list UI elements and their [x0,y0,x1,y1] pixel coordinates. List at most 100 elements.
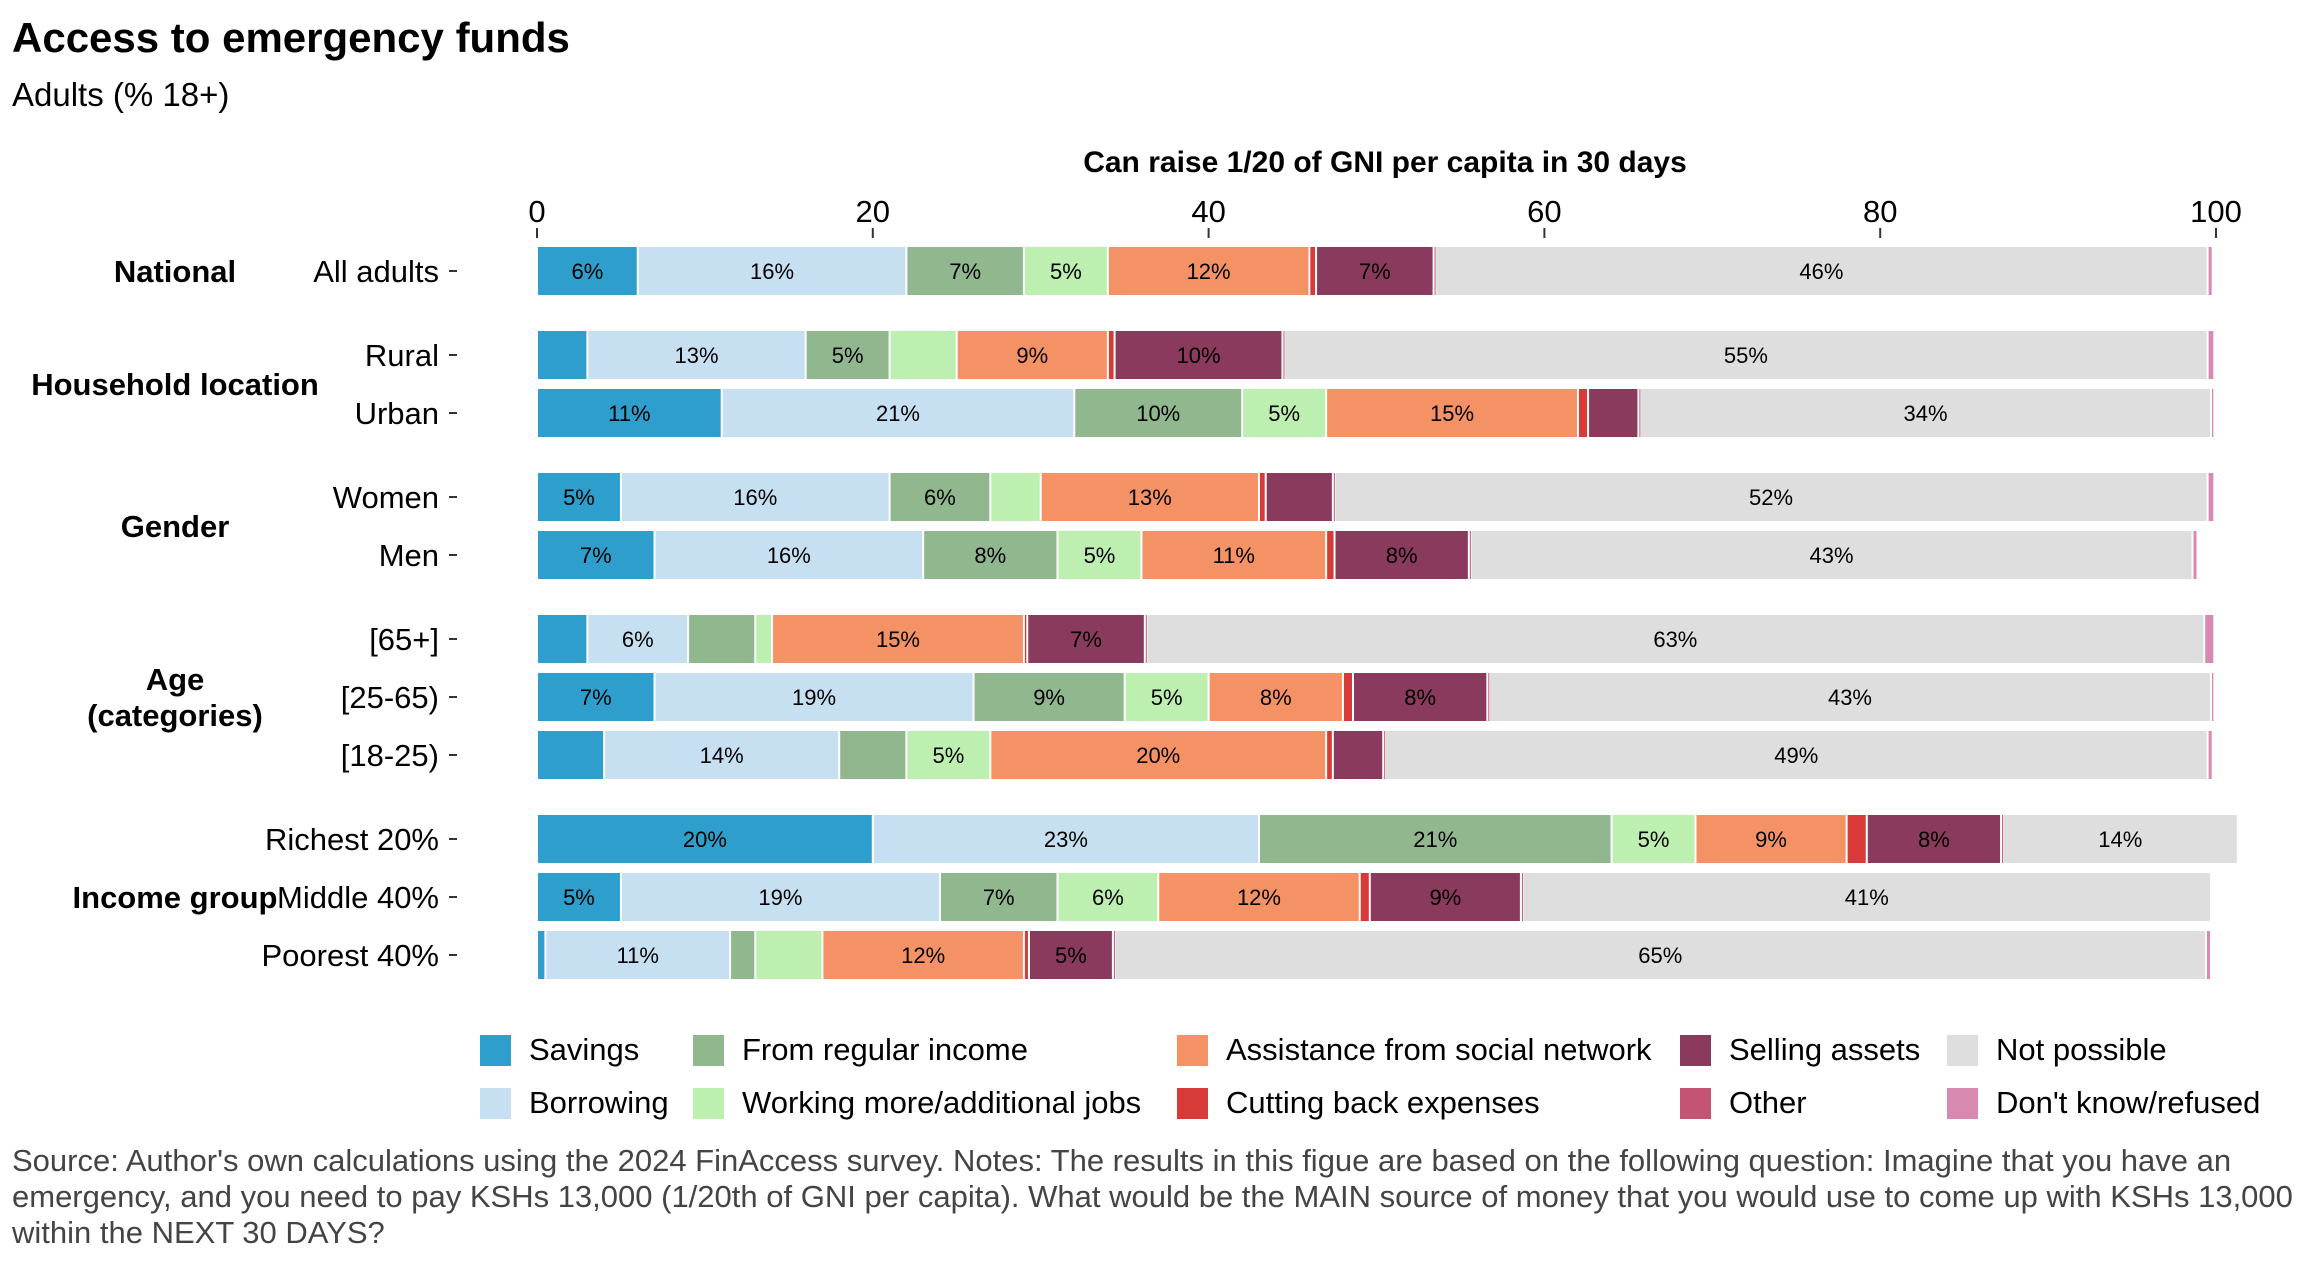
data-label: 7% [1359,259,1391,284]
bar-segment [1115,331,1282,379]
group-labels: National Household location Gender Age (cate… [31,254,319,915]
bar-segment [1327,389,1577,437]
bar-segment [806,331,889,379]
legend-label: Cutting back expenses [1226,1085,1540,1120]
legend-swatch [1947,1034,1978,1066]
data-label: 15% [1430,401,1474,426]
legend-item: From regular income [693,1030,1028,1070]
bar-segment [1384,731,1386,779]
bar-segment [655,673,973,721]
bar-segment [2211,389,2214,437]
bar-segment [840,731,906,779]
data-label: 9% [1429,885,1461,910]
data-label: 12% [1187,259,1231,284]
bar-segment [689,615,755,663]
bar-segment [1310,247,1316,295]
data-label: 7% [1070,627,1102,652]
chart-subtitle: Adults (% 18+) [12,76,230,113]
group-label: National [114,254,236,289]
data-label: 65% [1638,943,1682,968]
legend: Savings Borrowing From regular income Worki… [480,1030,2280,1130]
bar-segment [1641,389,2210,437]
bar-segment [2206,931,2210,979]
data-label: 5% [832,343,864,368]
data-label: 43% [1828,685,1872,710]
data-label: 7% [580,685,612,710]
data-label: 10% [1136,401,1180,426]
legend-item: Assistance from social network [1177,1030,1652,1070]
bar-segment [756,931,822,979]
x-axis: 0 20 40 60 80 100 [528,194,2242,238]
legend-label: Borrowing [529,1085,669,1120]
bar-segment [1333,731,1383,779]
bar-segment [924,531,1057,579]
bar-segment [890,331,956,379]
group-label: Gender [121,509,230,544]
data-label: 5% [1055,943,1087,968]
bar-segment [823,931,1023,979]
bar-segment [1847,815,1866,863]
x-tick-label: 20 [856,194,890,229]
legend-label: Not possible [1996,1032,2167,1067]
bar-segment [588,615,688,663]
data-label: 43% [1809,543,1853,568]
bar-segment [1024,615,1027,663]
category-label: All adults [313,254,439,289]
bar-segment [538,673,654,721]
x-tick-label: 100 [2190,194,2242,229]
bar-segment [2208,331,2214,379]
bar-segment [2208,731,2212,779]
legend-label: Working more/additional jobs [742,1085,1142,1120]
data-label: 8% [1260,685,1292,710]
data-label: 10% [1177,343,1221,368]
bar-segment [1113,931,1115,979]
data-label: 9% [1033,685,1065,710]
bar-segment [957,331,1107,379]
bar-segment [1521,873,1523,921]
bar-segment [546,931,730,979]
bar-segment [1259,815,1611,863]
bar-segment [1041,473,1258,521]
data-label: 8% [1404,685,1436,710]
data-label: 12% [1237,885,1281,910]
bar-segment [1469,531,1471,579]
legend-label: Assistance from social network [1226,1032,1652,1067]
data-label: 5% [1268,401,1300,426]
bar-segment [538,331,587,379]
bar-segment [907,731,990,779]
legend-item: Working more/additional jobs [693,1083,1141,1123]
legend-swatch [480,1034,511,1066]
chart-title: Access to emergency funds [12,14,570,61]
bar-segment [1434,247,1436,295]
data-label: 5% [563,485,595,510]
data-label: 11% [617,943,659,968]
bar-segment [538,247,637,295]
x-tick-label: 0 [528,194,545,229]
data-label: 7% [983,885,1015,910]
data-label: 8% [1918,827,1950,852]
data-label: 15% [876,627,920,652]
category-label: Middle 40% [277,880,439,915]
data-label: 23% [1044,827,1088,852]
data-label: 5% [1050,259,1082,284]
bar-segment [1335,531,1468,579]
bar-segment [1209,673,1342,721]
data-label: 5% [1151,685,1183,710]
bar-segment [1029,931,1112,979]
data-label: 14% [2098,827,2142,852]
bar-segment [907,247,1023,295]
data-label: 13% [674,343,718,368]
data-label: 12% [901,943,945,968]
category-label: [25-65) [341,680,439,715]
bar-segment [538,815,872,863]
data-label: 5% [1084,543,1116,568]
bar-segment [1283,331,1285,379]
bar-segment [1159,873,1359,921]
data-label: 5% [563,885,595,910]
bar-segment [1327,731,1332,779]
data-label: 55% [1724,343,1768,368]
category-label: Poorest 40% [262,938,440,973]
legend-swatch [1680,1087,1711,1119]
bar-segment [1353,673,1487,721]
bar-segment [1108,331,1114,379]
